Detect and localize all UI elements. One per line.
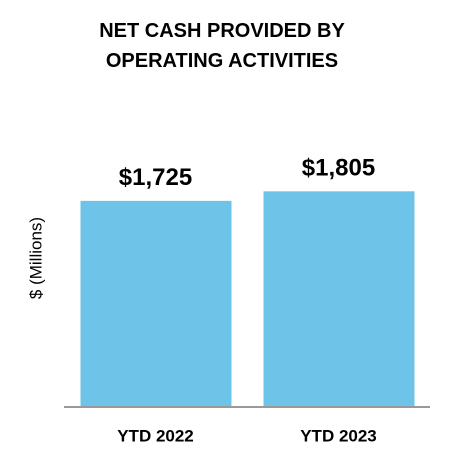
value-label: $1,725	[119, 164, 192, 191]
bar	[80, 200, 232, 407]
value-label: $1,805	[302, 155, 375, 182]
chart-title: NET CASH PROVIDED BY OPERATING ACTIVITIE…	[99, 20, 345, 72]
x-tick-label: YTD 2023	[300, 426, 377, 445]
y-axis-label: $ (Millions)	[26, 217, 45, 299]
x-tick-label: YTD 2022	[117, 426, 194, 445]
bar	[263, 191, 415, 407]
